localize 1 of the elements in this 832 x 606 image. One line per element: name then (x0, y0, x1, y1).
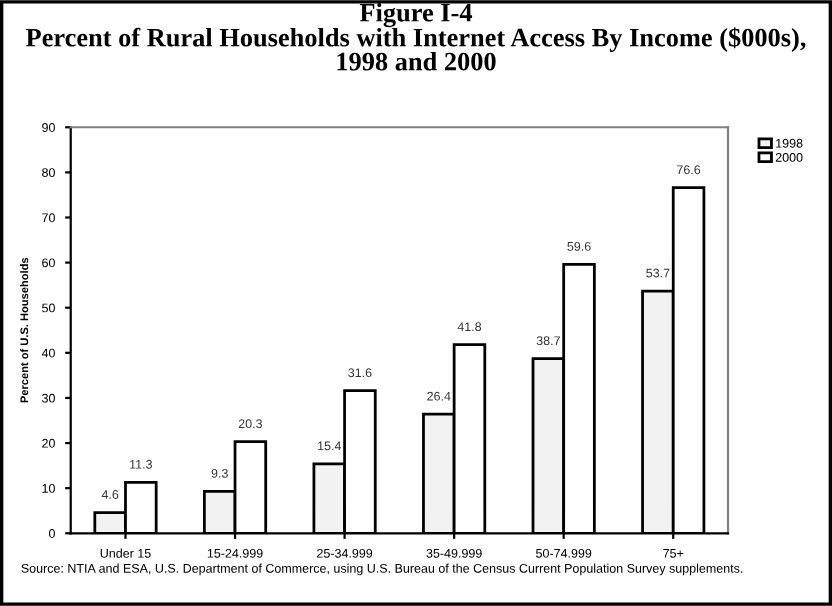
chart-title: Figure I-4 Percent of Rural Households with Internet Access By Income ($000s), 1998 and 2000 (26, 3, 806, 71)
